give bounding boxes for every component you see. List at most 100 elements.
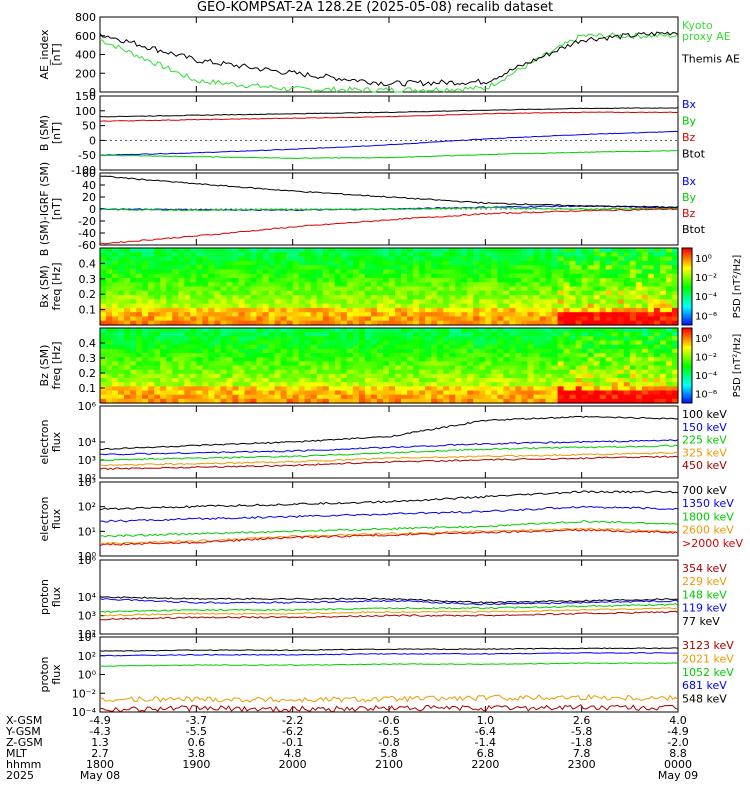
- spectrogram-cell: [569, 382, 577, 387]
- spectrogram-cell: [389, 265, 396, 270]
- spectrogram-cell: [154, 365, 161, 371]
- spectrogram-cell: [100, 332, 107, 337]
- spectrogram-cell: [142, 390, 149, 396]
- spectrogram-cell: [569, 353, 577, 358]
- spectrogram-cell: [533, 390, 541, 396]
- spectrogram-cell: [190, 398, 197, 404]
- spectrogram-cell: [196, 295, 203, 300]
- spectrogram-cell: [274, 256, 282, 262]
- spectrogram-cell: [521, 248, 529, 253]
- spectrogram-cell: [407, 282, 414, 288]
- spectrogram-cell: [346, 269, 354, 275]
- spectrogram-cell: [196, 252, 203, 258]
- spectrogram-cell: [629, 277, 637, 283]
- spectrogram-cell: [509, 386, 517, 392]
- spectrogram-cell: [431, 390, 438, 396]
- spectrogram-cell: [346, 312, 354, 318]
- spectrogram-cell: [443, 316, 450, 322]
- spectrogram-cell: [184, 353, 191, 358]
- spectrogram-cell: [262, 365, 270, 371]
- spectrogram-cell: [172, 286, 179, 292]
- spectrogram-cell: [569, 328, 577, 333]
- spectrogram-cell: [431, 260, 438, 266]
- spectrogram-cell: [569, 290, 577, 296]
- spectrogram-cell: [413, 378, 420, 383]
- spectrogram-cell: [232, 307, 240, 313]
- spectrogram-cell: [232, 303, 240, 309]
- spectrogram-cell: [328, 353, 336, 358]
- spectrogram-cell: [262, 286, 270, 292]
- spectrogram-cell: [515, 369, 523, 375]
- spectrogram-cell: [641, 369, 649, 375]
- spectrogram-cell: [629, 340, 637, 346]
- spectrogram-cell: [352, 312, 360, 318]
- spectrogram-cell: [364, 390, 372, 396]
- spectrogram-cell: [557, 299, 565, 305]
- spectrogram-cell: [629, 307, 637, 313]
- spectrogram-cell: [238, 265, 246, 270]
- spectrogram-cell: [178, 382, 185, 387]
- spectrogram-cell: [395, 373, 402, 379]
- spectrogram-cell: [521, 290, 529, 296]
- spectrogram-cell: [322, 265, 330, 270]
- colorbar-tick-label: 10⁰: [695, 334, 712, 345]
- spectrogram-cell: [491, 307, 498, 313]
- spectrogram-cell: [491, 277, 498, 283]
- spectrogram-cell: [407, 295, 414, 300]
- spectrogram-cell: [334, 273, 342, 279]
- spectrogram-cell: [310, 353, 318, 358]
- y-axis-label: AE_index: [38, 29, 51, 80]
- spectrogram-cell: [389, 386, 396, 392]
- spectrogram-cell: [202, 386, 209, 392]
- colorbar-tick-label: 10⁻²: [695, 352, 717, 363]
- colorbar-cell: [682, 401, 692, 404]
- spectrogram-cell: [328, 260, 336, 266]
- spectrogram-cell: [431, 256, 438, 262]
- spectrogram-cell: [629, 295, 637, 300]
- spectrogram-cell: [497, 378, 504, 383]
- spectrogram-cell: [647, 386, 655, 392]
- spectrogram-cell: [124, 295, 131, 300]
- spectrogram-cell: [449, 386, 456, 392]
- spectrogram-cell: [419, 344, 426, 350]
- spectrogram-cell: [262, 394, 270, 400]
- spectrogram-cell: [100, 378, 107, 383]
- spectrogram-cell: [647, 398, 655, 404]
- spectrogram-cell: [533, 394, 541, 400]
- spectrogram-cell: [659, 256, 667, 262]
- spectrogram-cell: [665, 344, 673, 350]
- spectrogram-cell: [226, 373, 234, 379]
- spectrogram-cell: [521, 348, 529, 354]
- colorbar-cell: [682, 307, 692, 311]
- spectrogram-cell: [467, 269, 474, 275]
- spectrogram-cell: [515, 332, 523, 337]
- spectrogram-cell: [172, 365, 179, 371]
- series-line: [100, 652, 679, 657]
- spectrogram-cell: [370, 328, 378, 333]
- spectrogram-cell: [292, 303, 300, 309]
- spectrogram-cell: [280, 348, 288, 354]
- spectrogram-cell: [106, 340, 113, 346]
- spectrogram-cell: [136, 269, 143, 275]
- axis-cell: May 08: [80, 769, 120, 782]
- spectrogram-cell: [659, 252, 667, 258]
- spectrogram-cell: [461, 303, 468, 309]
- spectrogram-cell: [617, 357, 625, 362]
- spectrogram-cell: [208, 344, 215, 350]
- spectrogram-cell: [443, 260, 450, 266]
- spectrogram-cell: [635, 269, 643, 275]
- spectrogram-cell: [154, 332, 161, 337]
- spectrogram-cell: [370, 361, 378, 367]
- spectrogram-cell: [413, 307, 420, 313]
- spectrogram-cell: [497, 398, 504, 404]
- axis-cell: -5.8: [571, 725, 592, 738]
- spectrogram-cell: [298, 282, 306, 288]
- spectrogram-cell: [623, 299, 631, 305]
- spectrogram-cell: [202, 307, 209, 313]
- spectrogram-cell: [587, 312, 595, 318]
- spectrogram-cell: [605, 336, 613, 342]
- spectrogram-cell: [124, 260, 131, 266]
- spectrogram-cell: [581, 260, 589, 266]
- spectrogram-cell: [491, 386, 498, 392]
- spectrogram-cell: [202, 260, 209, 266]
